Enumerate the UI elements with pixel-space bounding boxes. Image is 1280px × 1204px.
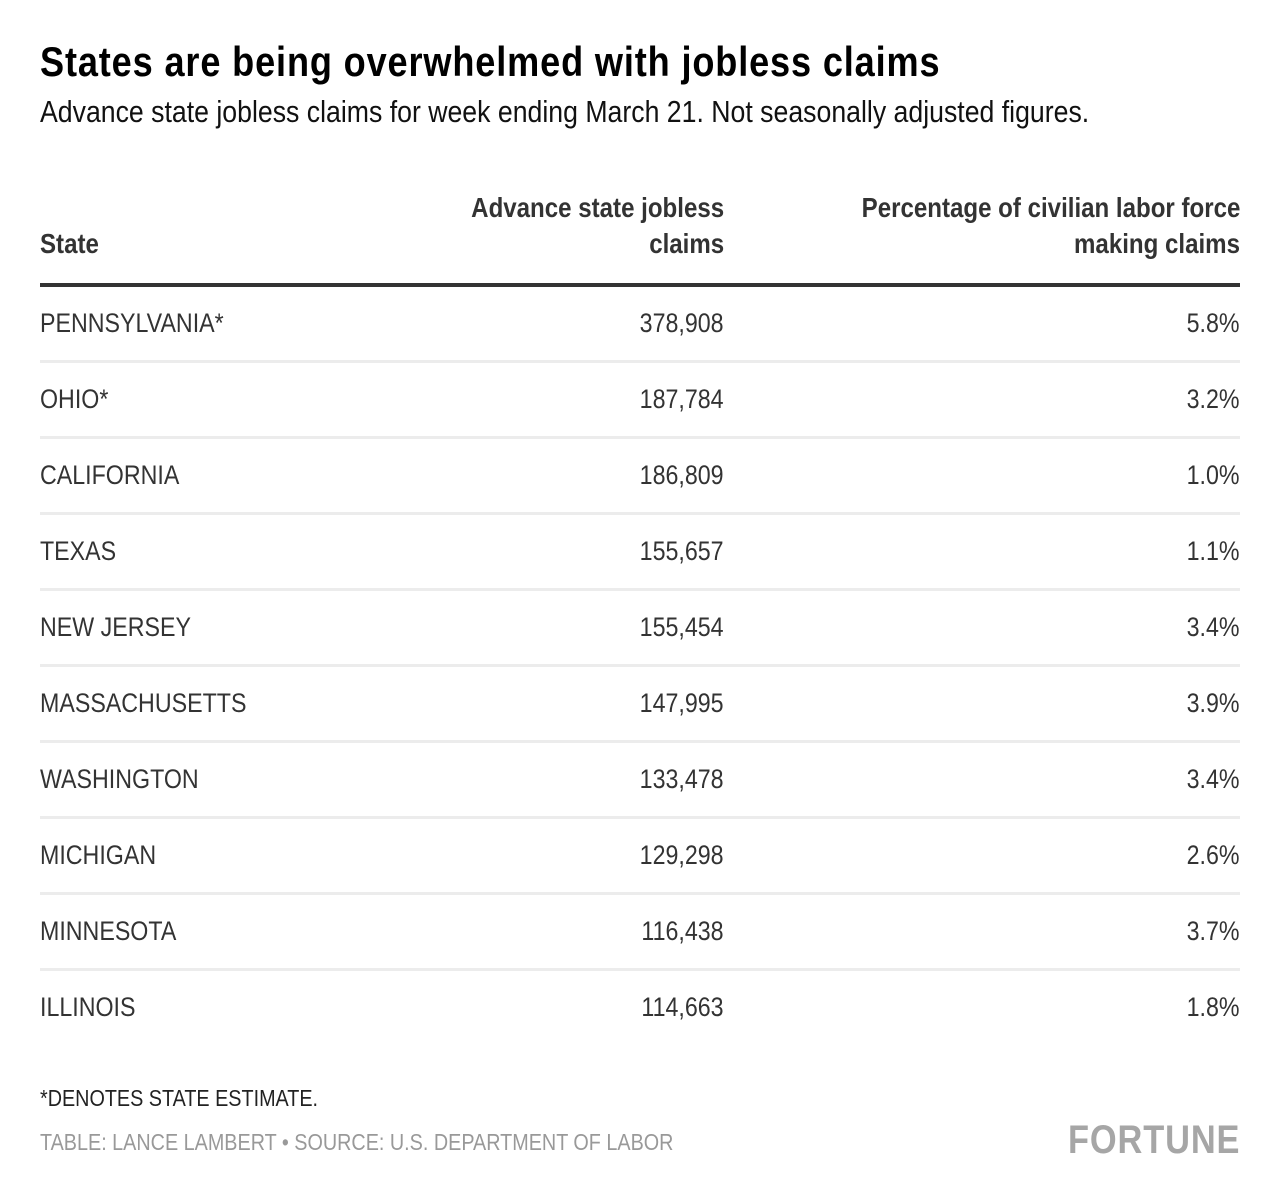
fortune-logo: FORTUNE — [1040, 1118, 1240, 1163]
state-name: OHIO* — [40, 384, 109, 414]
claims-value: 155,657 — [640, 536, 724, 566]
cell-state: WASHINGTON — [40, 761, 225, 797]
state-name: ILLINOIS — [40, 992, 136, 1022]
cell-percentage: 1.1% — [1178, 533, 1240, 569]
claims-value: 155,454 — [640, 612, 724, 642]
table-row: ILLINOIS 114,663 1.8% — [40, 971, 1240, 1047]
percentage-value: 3.7% — [1187, 916, 1240, 946]
cell-percentage: 3.2% — [1178, 381, 1240, 417]
table-row: OHIO* 187,784 3.2% — [40, 363, 1240, 439]
cell-percentage: 3.4% — [1178, 761, 1240, 797]
page-subtitle: Advance state jobless claims for week en… — [40, 94, 1260, 130]
claims-value: 114,663 — [641, 992, 724, 1022]
column-header-state-label: State — [40, 228, 99, 259]
column-header-percentage-line2: making claims — [1074, 228, 1240, 259]
column-header-claims-line2: claims — [649, 228, 724, 259]
cell-state: ILLINOIS — [40, 989, 151, 1025]
cell-percentage: 3.7% — [1178, 913, 1240, 949]
state-name: TEXAS — [40, 536, 117, 566]
cell-percentage: 5.8% — [1178, 305, 1240, 341]
table-row: MICHIGAN 129,298 2.6% — [40, 819, 1240, 895]
logo-text: FORTUNE — [1067, 1118, 1240, 1162]
cell-percentage: 1.8% — [1178, 989, 1240, 1025]
table-row: CALIFORNIA 186,809 1.0% — [40, 439, 1240, 515]
table-row: TEXAS 155,657 1.1% — [40, 515, 1240, 591]
cell-claims: 116,438 — [628, 913, 724, 949]
claims-value: 116,438 — [641, 916, 724, 946]
cell-claims: 147,995 — [626, 685, 724, 721]
page-title: States are being overwhelmed with jobles… — [40, 38, 1087, 86]
cell-claims: 133,478 — [626, 761, 724, 797]
table-body: PENNSYLVANIA* 378,908 5.8% OHIO* 187,784… — [40, 287, 1240, 1047]
percentage-value: 1.0% — [1187, 460, 1240, 490]
claims-value: 147,995 — [640, 688, 724, 718]
cell-state: PENNSYLVANIA* — [40, 305, 254, 341]
claims-value: 133,478 — [640, 764, 724, 794]
cell-claims: 378,908 — [626, 305, 724, 341]
state-name: MASSACHUSETTS — [40, 688, 247, 718]
cell-claims: 155,657 — [626, 533, 724, 569]
column-header-state: State — [40, 226, 108, 262]
state-name: NEW JERSEY — [40, 612, 191, 642]
cell-state: TEXAS — [40, 533, 129, 569]
cell-percentage: 3.4% — [1178, 609, 1240, 645]
cell-percentage: 2.6% — [1178, 837, 1240, 873]
subtitle-text: Advance state jobless claims for week en… — [40, 94, 1090, 129]
cell-percentage: 3.9% — [1178, 685, 1240, 721]
percentage-value: 3.4% — [1187, 764, 1240, 794]
claims-value: 186,809 — [640, 460, 724, 490]
source-credit: TABLE: LANCE LAMBERT • SOURCE: U.S. DEPA… — [40, 1129, 777, 1156]
cell-claims: 129,298 — [626, 837, 724, 873]
state-name: MINNESOTA — [40, 916, 177, 946]
table-row: WASHINGTON 133,478 3.4% — [40, 743, 1240, 819]
cell-claims: 186,809 — [626, 457, 724, 493]
column-header-claims: Advance state jobless claims — [430, 190, 724, 262]
state-name: CALIFORNIA — [40, 460, 180, 490]
claims-value: 187,784 — [640, 384, 724, 414]
cell-state: MICHIGAN — [40, 837, 175, 873]
claims-value: 378,908 — [640, 308, 724, 338]
percentage-value: 5.8% — [1187, 308, 1240, 338]
column-header-percentage-line1: Percentage of civilian labor force — [861, 192, 1240, 223]
footnote: *DENOTES STATE ESTIMATE. — [40, 1085, 363, 1112]
table-row: MINNESOTA 116,438 3.7% — [40, 895, 1240, 971]
header-divider — [40, 283, 1240, 287]
cell-claims: 187,784 — [626, 381, 724, 417]
title-text: States are being overwhelmed with jobles… — [40, 38, 941, 85]
state-name: PENNSYLVANIA* — [40, 308, 224, 338]
column-header-claims-line1: Advance state jobless — [471, 192, 724, 223]
table-row: PENNSYLVANIA* 378,908 5.8% — [40, 287, 1240, 363]
percentage-value: 3.9% — [1187, 688, 1240, 718]
cell-claims: 114,663 — [628, 989, 724, 1025]
state-name: WASHINGTON — [40, 764, 199, 794]
cell-percentage: 1.0% — [1178, 457, 1240, 493]
percentage-value: 1.8% — [1187, 992, 1240, 1022]
percentage-value: 2.6% — [1187, 840, 1240, 870]
state-name: MICHIGAN — [40, 840, 157, 870]
cell-state: CALIFORNIA — [40, 457, 202, 493]
cell-claims: 155,454 — [626, 609, 724, 645]
cell-state: OHIO* — [40, 381, 120, 417]
percentage-value: 1.1% — [1187, 536, 1240, 566]
table-row: MASSACHUSETTS 147,995 3.9% — [40, 667, 1240, 743]
percentage-value: 3.2% — [1187, 384, 1240, 414]
cell-state: NEW JERSEY — [40, 609, 216, 645]
table-row: NEW JERSEY 155,454 3.4% — [40, 591, 1240, 667]
claims-value: 129,298 — [640, 840, 724, 870]
cell-state: MINNESOTA — [40, 913, 199, 949]
footnote-text: *DENOTES STATE ESTIMATE. — [40, 1085, 319, 1111]
credit-text: TABLE: LANCE LAMBERT • SOURCE: U.S. DEPA… — [40, 1129, 674, 1155]
cell-state: MASSACHUSETTS — [40, 685, 280, 721]
column-header-percentage: Percentage of civilian labor force makin… — [800, 190, 1240, 262]
percentage-value: 3.4% — [1187, 612, 1240, 642]
